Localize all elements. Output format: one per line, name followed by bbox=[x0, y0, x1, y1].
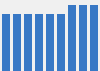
Bar bbox=[2, 14, 10, 71]
Bar bbox=[90, 5, 98, 71]
Bar bbox=[46, 14, 54, 71]
Bar bbox=[68, 5, 76, 71]
Bar bbox=[24, 14, 32, 71]
Bar bbox=[35, 14, 43, 71]
Bar bbox=[79, 5, 87, 71]
Bar bbox=[57, 14, 65, 71]
Bar bbox=[13, 14, 21, 71]
